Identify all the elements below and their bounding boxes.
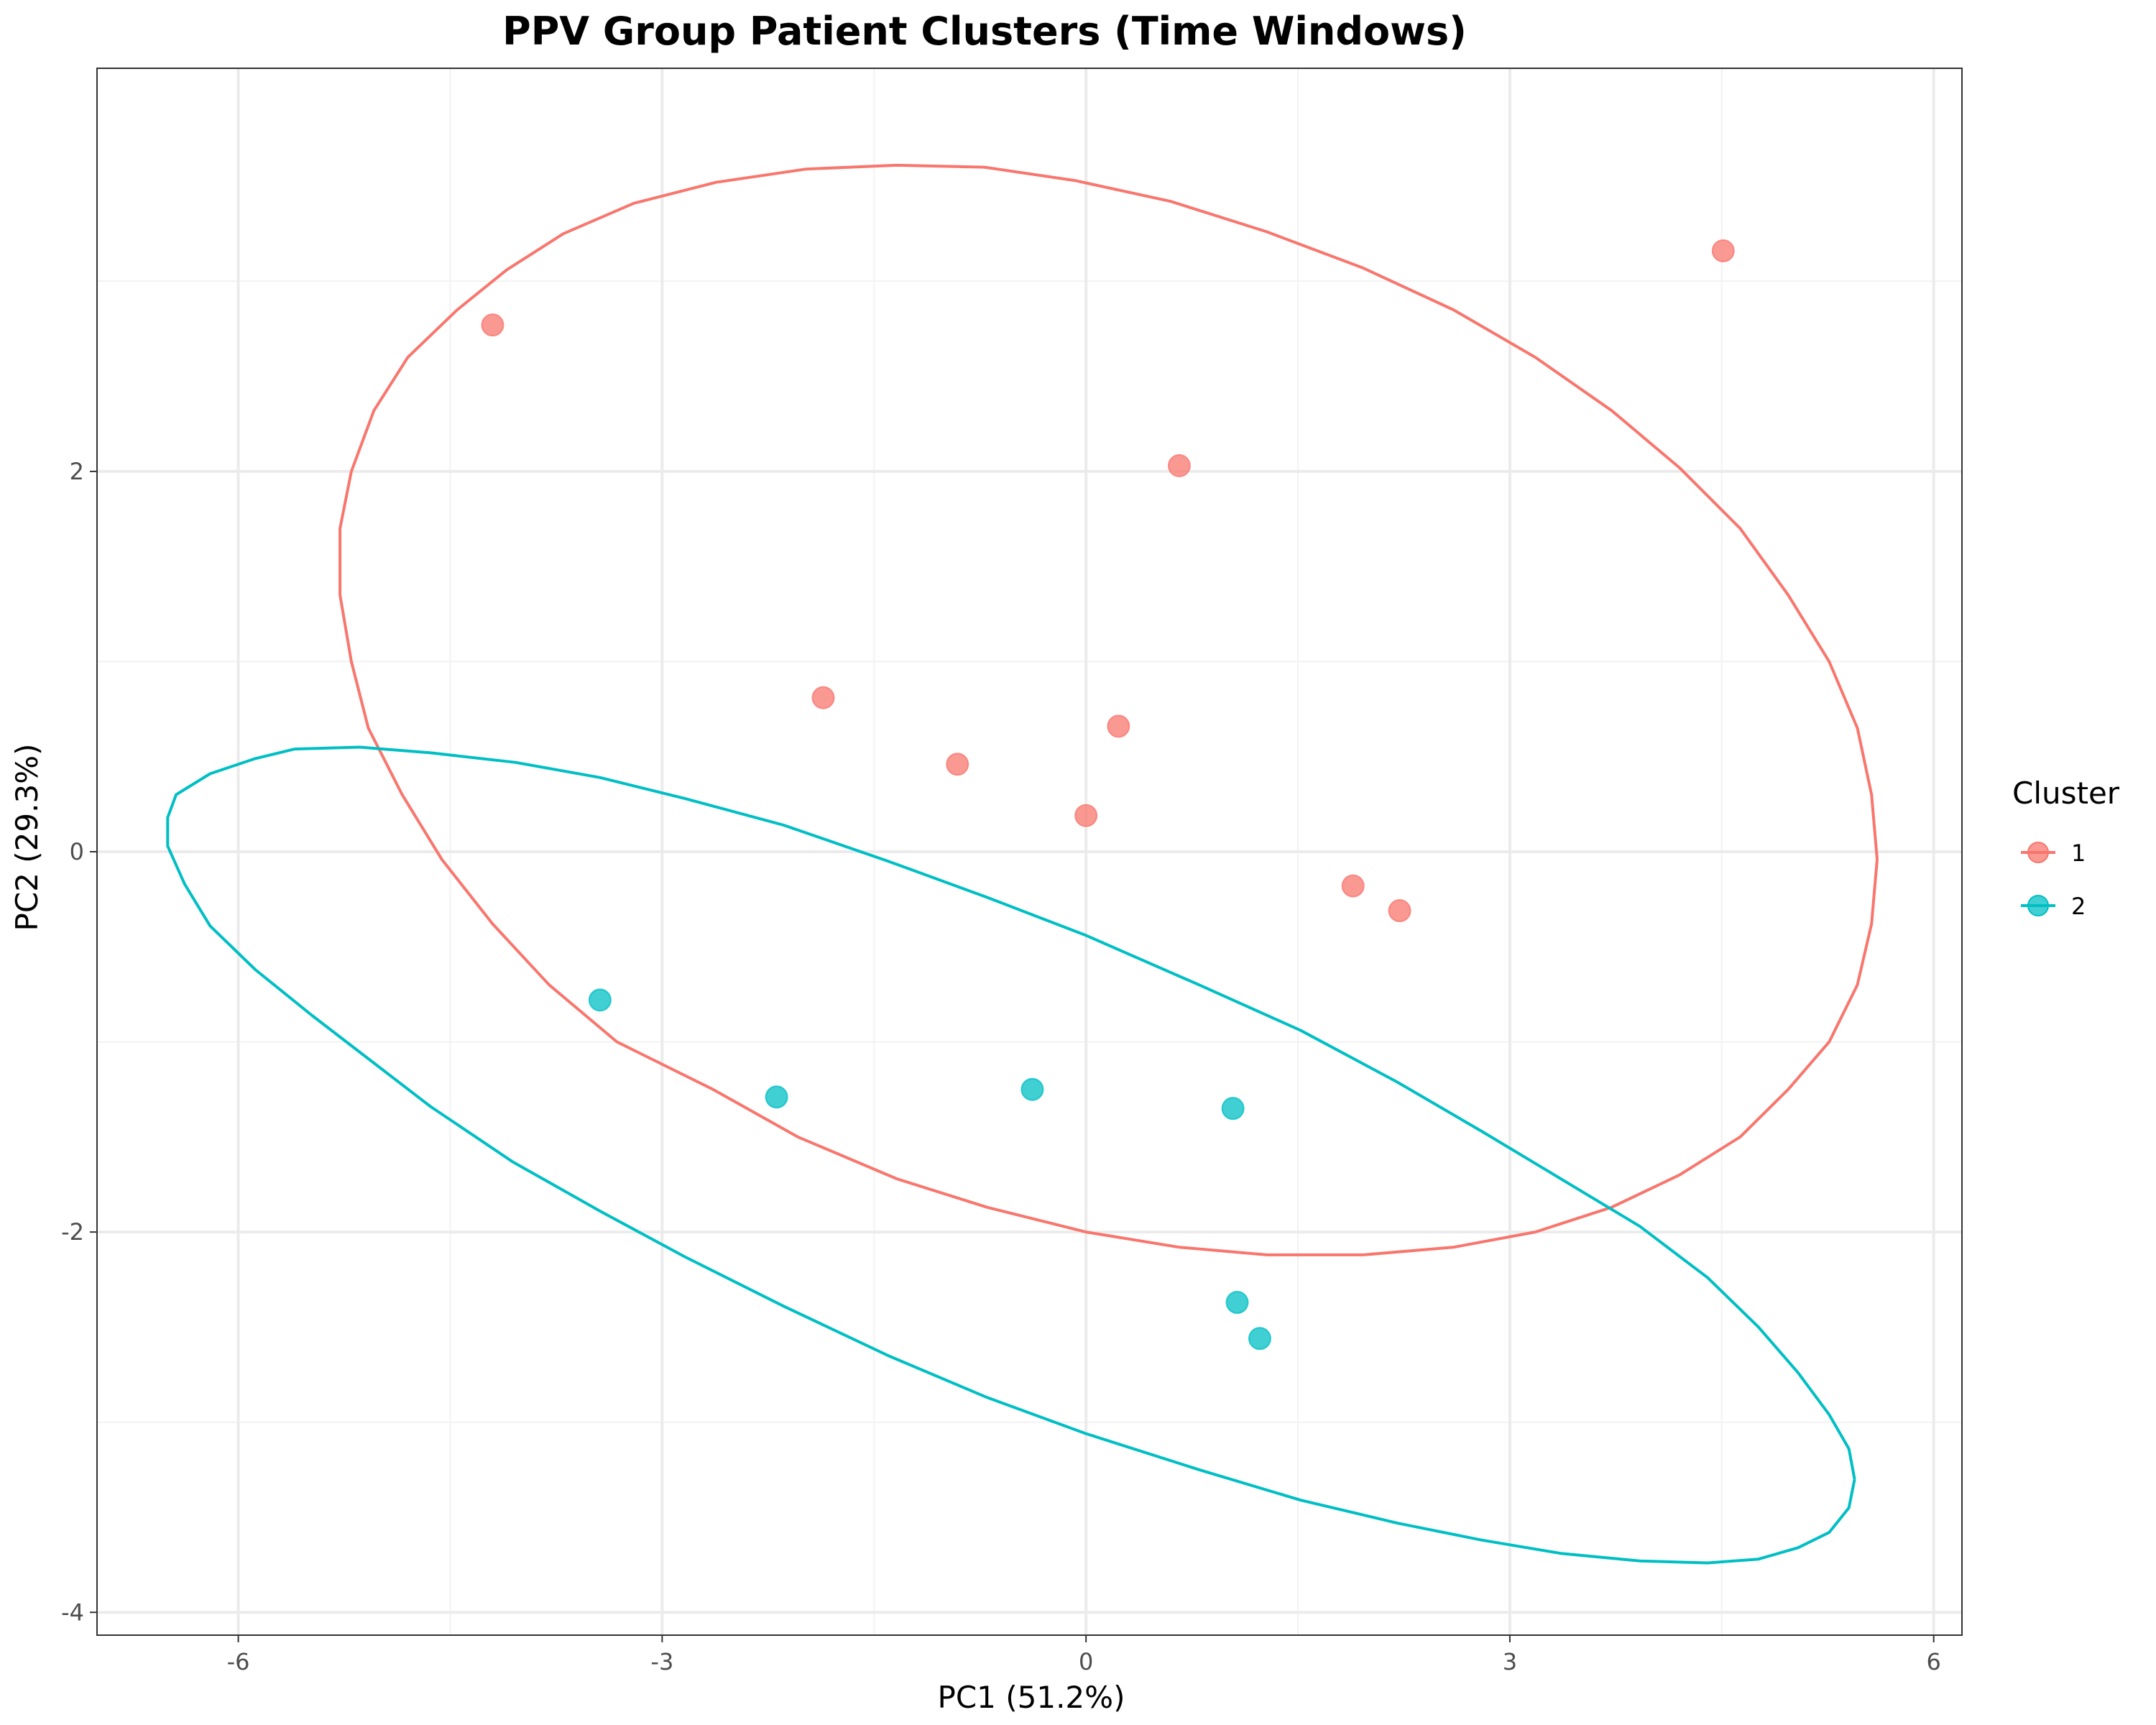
y-axis-label: PC2 (29.3%) (9, 744, 45, 932)
y-tick-label: -4 (61, 1598, 84, 1626)
cluster-2-point (1221, 1097, 1245, 1121)
y-tick-label: -2 (61, 1218, 84, 1246)
x-axis-label: PC1 (51.2%) (938, 1680, 1125, 1715)
legend-items: 12 (2021, 840, 2086, 920)
cluster-1-point (811, 686, 835, 709)
cluster-1-point (1167, 454, 1191, 477)
cluster-1-ellipse (338, 163, 1879, 1256)
cluster-1-point (481, 313, 505, 337)
data-points (481, 239, 1735, 1351)
y-tick-label: 2 (70, 458, 84, 485)
y-axis-ticks: -4 -2 0 2 (61, 458, 97, 1626)
cluster-1-point (1107, 714, 1130, 738)
x-tick-label: 3 (1503, 1648, 1517, 1675)
cluster-2-point (1021, 1077, 1044, 1101)
cluster-1-point (946, 753, 969, 776)
cluster-1-point (1388, 899, 1411, 923)
cluster-1-point (1711, 239, 1735, 262)
cluster-2-ellipse (166, 745, 1856, 1565)
x-tick-label: 0 (1079, 1648, 1093, 1675)
cluster-2-point (1248, 1327, 1271, 1351)
legend: Cluster 12 (2012, 776, 2120, 920)
y-tick-label: 0 (70, 838, 84, 865)
legend-title: Cluster (2012, 776, 2120, 811)
x-axis-ticks: -6 -3 0 3 6 (227, 1635, 1941, 1675)
cluster-1-point (1341, 874, 1365, 898)
x-tick-label: -6 (227, 1648, 250, 1675)
major-gridlines (97, 68, 1962, 1635)
cluster-ellipses (166, 163, 1879, 1565)
cluster-2-point (588, 988, 612, 1012)
cluster-2-point (1225, 1291, 1249, 1315)
legend-label-2: 2 (2071, 893, 2086, 920)
plot-area (96, 68, 1963, 1636)
cluster-2-point (765, 1085, 788, 1109)
x-tick-label: 6 (1927, 1648, 1941, 1675)
legend-key-point-2 (2027, 895, 2049, 916)
legend-key-point-1 (2027, 842, 2049, 863)
cluster-1-point (1074, 804, 1098, 827)
legend-label-1: 1 (2071, 840, 2086, 867)
chart-title: PPV Group Patient Clusters (Time Windows… (502, 9, 1467, 54)
x-tick-label: -3 (650, 1648, 673, 1675)
